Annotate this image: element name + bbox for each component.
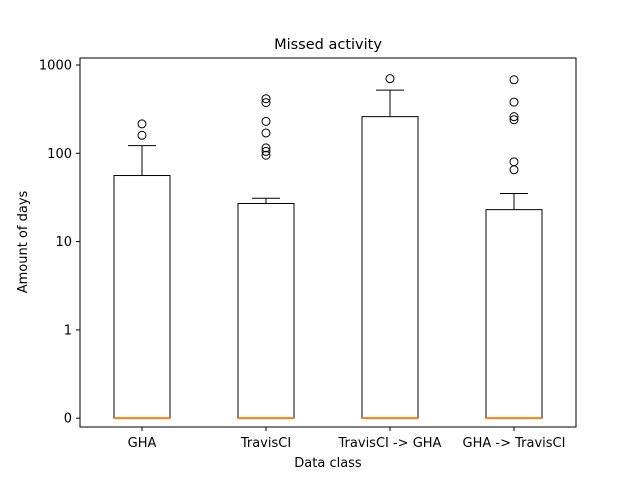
plot-marks <box>113 74 543 420</box>
plot-frame <box>79 57 577 428</box>
y-tick-label: 100 <box>47 147 72 162</box>
x-tick-label: TravisCI -> GHA <box>338 436 442 451</box>
flier-point <box>261 94 271 104</box>
x-tick-label: GHA -> TravisCI <box>463 436 566 451</box>
flier-point <box>385 74 395 84</box>
flier-point <box>261 143 271 153</box>
flier-point <box>509 112 519 122</box>
flier-point <box>261 150 271 160</box>
flier-point <box>509 157 519 167</box>
box-group <box>237 94 295 420</box>
flier-point <box>509 75 519 85</box>
box-group <box>361 74 419 420</box>
y-tick-label: 0 <box>64 412 72 427</box>
flier-point <box>137 130 147 140</box>
y-axis: 0 1 10 100 1000 <box>39 58 80 427</box>
flier-point <box>261 146 271 156</box>
box-group <box>113 119 171 420</box>
flier-point <box>261 128 271 138</box>
y-tick-label: 10 <box>55 235 72 250</box>
x-tick-label: TravisCI <box>240 436 291 451</box>
flier-point <box>261 98 271 108</box>
x-tick-label: GHA <box>128 436 157 451</box>
x-axis-label: Data class <box>294 456 362 471</box>
chart-title: Missed activity <box>274 37 382 53</box>
x-axis: GHA TravisCI TravisCI -> GHA GHA -> TravisC… <box>128 427 566 451</box>
y-tick-label: 1000 <box>39 58 72 73</box>
y-tick-label: 1 <box>64 323 72 338</box>
flier-point <box>509 115 519 125</box>
flier-point <box>261 116 271 126</box>
flier-point <box>509 97 519 107</box>
flier-point <box>137 119 147 129</box>
y-axis-label: Amount of days <box>16 190 31 293</box>
box-group <box>485 75 543 420</box>
